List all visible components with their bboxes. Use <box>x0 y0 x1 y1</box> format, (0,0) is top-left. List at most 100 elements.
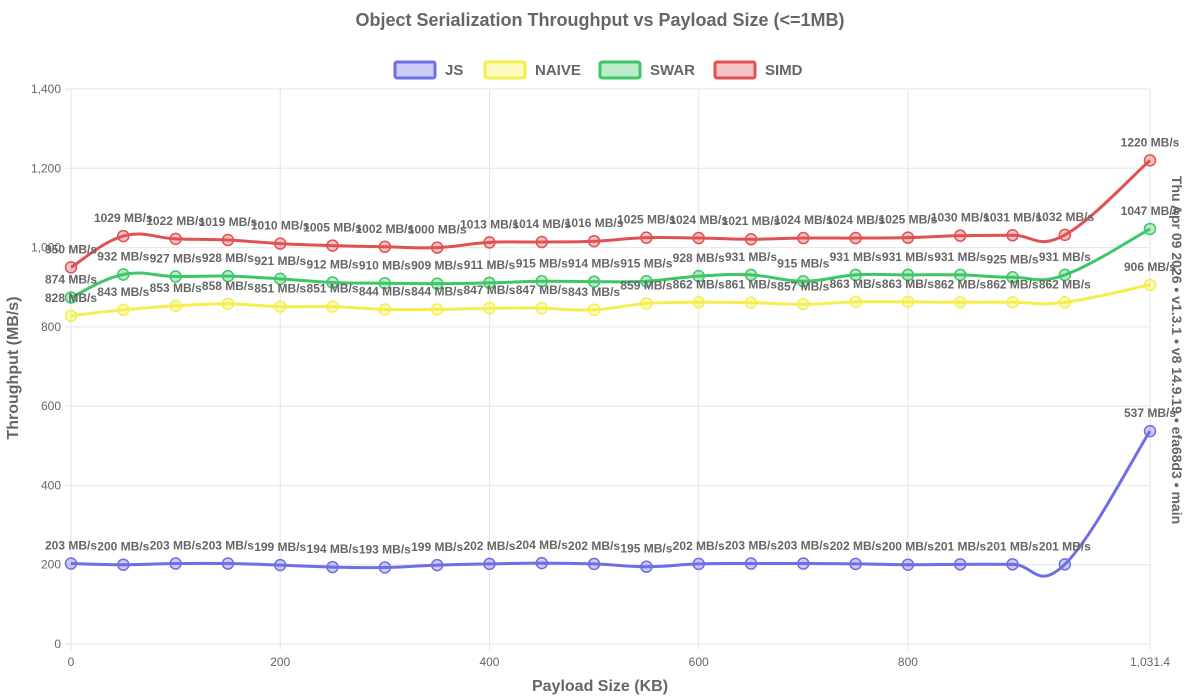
data-point[interactable] <box>273 558 287 572</box>
data-point[interactable] <box>378 240 392 254</box>
data-point[interactable] <box>1006 296 1019 309</box>
data-point[interactable] <box>692 557 705 571</box>
data-point[interactable] <box>640 297 653 310</box>
data-point[interactable] <box>1006 271 1019 284</box>
data-point[interactable] <box>117 268 130 281</box>
data-point[interactable] <box>169 299 182 313</box>
data-point[interactable] <box>849 295 862 309</box>
data-point[interactable] <box>744 232 758 246</box>
data-point[interactable] <box>64 309 78 323</box>
legend-item-simd[interactable]: SIMD <box>713 60 803 80</box>
data-point[interactable] <box>797 557 810 570</box>
data-point[interactable] <box>378 561 392 574</box>
data-point[interactable] <box>849 231 862 245</box>
data-point[interactable] <box>1006 229 1019 242</box>
data-point[interactable] <box>483 301 496 315</box>
data-point[interactable] <box>1143 424 1157 438</box>
data-point[interactable] <box>587 275 601 288</box>
data-point[interactable] <box>901 558 915 571</box>
data-point[interactable] <box>1058 558 1072 571</box>
data-point[interactable] <box>953 296 967 309</box>
data-point[interactable] <box>640 560 653 573</box>
data-point[interactable] <box>901 231 915 244</box>
data-point[interactable] <box>587 234 601 248</box>
data-point[interactable] <box>1143 278 1157 292</box>
data-point[interactable] <box>221 297 235 311</box>
series-group <box>64 154 1157 578</box>
data-point[interactable] <box>1058 268 1072 282</box>
data-point[interactable] <box>535 301 549 315</box>
data-point[interactable] <box>221 557 235 570</box>
data-point[interactable] <box>378 303 392 316</box>
data-point[interactable] <box>169 232 182 246</box>
data-point[interactable] <box>430 303 444 316</box>
data-point[interactable] <box>901 295 915 309</box>
data-point[interactable] <box>326 239 339 252</box>
data-label: 851 MB/s <box>307 282 359 296</box>
data-point[interactable] <box>483 236 496 249</box>
data-label: 912 MB/s <box>307 257 359 271</box>
data-point[interactable] <box>849 557 862 571</box>
data-point[interactable] <box>1143 154 1157 167</box>
data-point[interactable] <box>901 268 915 282</box>
data-point[interactable] <box>221 233 235 247</box>
data-point[interactable] <box>587 303 601 317</box>
x-tick-label: 1,031.4 <box>1130 655 1170 669</box>
data-point[interactable] <box>117 558 130 571</box>
data-point[interactable] <box>430 558 444 572</box>
data-point[interactable] <box>535 235 549 249</box>
data-point[interactable] <box>744 296 758 309</box>
data-point[interactable] <box>483 557 496 571</box>
data-point[interactable] <box>64 261 78 274</box>
data-point[interactable] <box>1058 228 1072 242</box>
data-point[interactable] <box>221 269 235 283</box>
data-point[interactable] <box>953 268 967 282</box>
data-point[interactable] <box>326 300 339 313</box>
data-point[interactable] <box>640 231 653 244</box>
data-point[interactable] <box>587 557 601 571</box>
data-point[interactable] <box>535 556 549 570</box>
data-point[interactable] <box>953 229 967 242</box>
data-point[interactable] <box>953 558 967 571</box>
data-point[interactable] <box>1006 558 1019 571</box>
legend-item-js[interactable]: JS <box>393 60 463 80</box>
y-tick-label: 600 <box>41 399 61 413</box>
data-point[interactable] <box>169 270 182 283</box>
data-point[interactable] <box>64 557 78 570</box>
data-point[interactable] <box>744 557 758 570</box>
data-point[interactable] <box>797 275 810 288</box>
series-naive <box>64 278 1157 323</box>
data-point[interactable] <box>273 237 287 250</box>
data-point[interactable] <box>273 272 287 286</box>
data-point[interactable] <box>797 298 810 311</box>
data-point[interactable] <box>692 231 705 245</box>
data-point[interactable] <box>640 275 653 288</box>
data-point[interactable] <box>326 276 339 289</box>
data-point[interactable] <box>1058 296 1072 309</box>
data-point[interactable] <box>430 241 444 254</box>
x-tick-label: 600 <box>689 655 709 669</box>
data-point[interactable] <box>117 303 130 317</box>
data-point[interactable] <box>797 231 810 245</box>
data-point[interactable] <box>169 557 182 570</box>
data-point[interactable] <box>692 269 705 283</box>
data-point[interactable] <box>1143 222 1157 236</box>
legend-item-naive[interactable]: NAIVE <box>483 60 581 80</box>
x-axis-title: Payload Size (KB) <box>532 678 668 695</box>
data-point[interactable] <box>117 229 130 243</box>
data-point[interactable] <box>273 300 287 313</box>
data-point[interactable] <box>692 296 705 309</box>
data-point[interactable] <box>744 268 758 282</box>
data-point[interactable] <box>535 275 549 288</box>
data-point[interactable] <box>326 560 339 574</box>
legend-item-swar[interactable]: SWAR <box>598 60 695 80</box>
data-point[interactable] <box>64 291 78 304</box>
data-label: 853 MB/s <box>150 281 202 295</box>
data-point[interactable] <box>483 276 496 290</box>
legend[interactable]: JS NAIVE SWAR SIMD <box>393 60 803 80</box>
data-point[interactable] <box>430 277 444 290</box>
data-point[interactable] <box>378 277 392 290</box>
data-label: 194 MB/s <box>307 542 359 556</box>
data-point[interactable] <box>849 268 862 282</box>
